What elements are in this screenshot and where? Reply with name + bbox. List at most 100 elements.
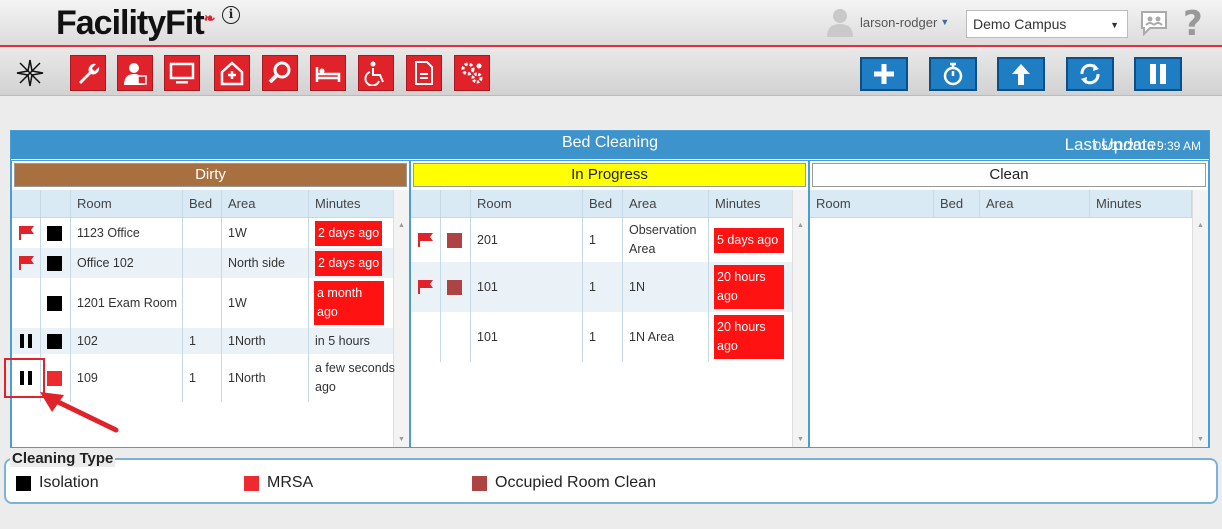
help-icon[interactable]: ? [1183, 4, 1203, 44]
header-minutes[interactable]: Minutes [309, 190, 395, 218]
cell-bed: 1 [183, 354, 222, 402]
campus-select[interactable]: Demo Campus ▼ [966, 10, 1128, 38]
table-row[interactable]: 101 1 1N Area 20 hours ago [411, 312, 792, 362]
flag-icon [19, 226, 34, 240]
panel-title-bar: Bed Cleaning Last Update: 05/11/2016 9:3… [11, 131, 1209, 159]
pause-button[interactable] [1134, 57, 1182, 91]
isolation-swatch [47, 225, 62, 241]
search-button[interactable] [262, 55, 298, 91]
cell-area: 1N Area [623, 312, 709, 362]
header-icon-col [12, 190, 41, 218]
settings-button[interactable] [454, 55, 490, 91]
table-row[interactable]: 1201 Exam Room 1W a month ago [12, 278, 393, 328]
scroll-down-icon[interactable]: ▼ [797, 436, 804, 443]
table-row[interactable]: 101 1 1N 20 hours ago [411, 262, 792, 312]
upload-button[interactable] [997, 57, 1045, 91]
cell-area: 1North [222, 328, 309, 354]
table-row[interactable]: 102 1 1North in 5 hours [12, 328, 393, 354]
header-area[interactable]: Area [623, 190, 709, 218]
cell-type [41, 278, 71, 328]
scroll-up-icon[interactable]: ▲ [797, 222, 804, 229]
minutes-badge: 20 hours ago [714, 315, 784, 359]
toolbar [0, 49, 1222, 96]
scroll-down-icon[interactable]: ▼ [1197, 436, 1204, 443]
header-bed[interactable]: Bed [183, 190, 222, 218]
clean-column-header: Clean [812, 163, 1206, 187]
wrench-button[interactable] [70, 55, 106, 91]
header-room[interactable]: Room [471, 190, 583, 218]
header-minutes[interactable]: Minutes [709, 190, 794, 218]
cell-room: 102 [71, 328, 183, 354]
scroll-down-icon[interactable]: ▼ [398, 436, 405, 443]
cell-area: 1W [222, 218, 309, 248]
facility-button[interactable] [214, 55, 250, 91]
isolation-swatch [47, 333, 62, 349]
staff-button[interactable] [117, 55, 153, 91]
header-area[interactable]: Area [222, 190, 309, 218]
occupied-swatch [447, 232, 462, 248]
header-room[interactable]: Room [71, 190, 183, 218]
document-icon [415, 61, 433, 85]
scroll-up-icon[interactable]: ▲ [1197, 222, 1204, 229]
table-row[interactable]: 109 1 1North a few seconds ago [12, 354, 395, 402]
panel-title: Bed Cleaning [561, 134, 659, 151]
minutes-badge: 2 days ago [315, 250, 383, 276]
add-button[interactable] [860, 57, 908, 91]
table-row[interactable]: 201 1 Observation Area 5 days ago [411, 218, 792, 262]
legend-item-mrsa: MRSA [244, 474, 313, 492]
minutes-badge: a month ago [314, 281, 384, 325]
pause-icon [1150, 64, 1166, 84]
table-row[interactable]: Office 102 North side 2 days ago [12, 248, 393, 278]
in-progress-scrollbar[interactable]: ▲ ▼ [792, 190, 808, 447]
pause-icon[interactable] [20, 371, 32, 385]
dirty-scrollbar[interactable]: ▲ ▼ [393, 190, 409, 447]
stopwatch-icon [943, 62, 963, 86]
user-caret-icon: ▼ [940, 17, 950, 27]
header-type-col [41, 190, 71, 218]
info-icon[interactable]: i [222, 6, 240, 24]
occupied-swatch [472, 475, 487, 491]
cell-minutes: 2 days ago [309, 248, 395, 278]
cell-minutes: 20 hours ago [709, 262, 794, 312]
cell-type [441, 262, 471, 312]
cell-room: 1201 Exam Room [71, 278, 183, 328]
chat-icon[interactable] [1140, 10, 1168, 36]
person-icon [124, 63, 147, 85]
monitor-button[interactable] [164, 55, 200, 91]
cell-minutes: a month ago [309, 278, 395, 328]
facilityfit-logo[interactable]: FacilityFit❧ [56, 4, 215, 42]
top-bar: FacilityFit❧ i larson-rodger ▼ Demo Camp… [0, 0, 1222, 47]
cell-room: 101 [471, 262, 583, 312]
clean-scrollbar[interactable]: ▲ ▼ [1192, 190, 1208, 447]
header-area[interactable]: Area [980, 190, 1090, 218]
pause-icon [20, 334, 32, 348]
wheelchair-button[interactable] [358, 55, 394, 91]
user-menu[interactable]: larson-rodger ▼ [826, 7, 949, 37]
cell-type [41, 354, 71, 402]
compass-icon[interactable] [16, 59, 44, 87]
timer-button[interactable] [929, 57, 977, 91]
dirty-column: Dirty Room Bed Area Minutes ▲ ▼ 1123 Off… [11, 160, 410, 448]
cell-area: North side [222, 248, 309, 278]
wheelchair-icon [364, 61, 384, 86]
legend-item-isolation: Isolation [16, 474, 99, 492]
cell-bed [183, 248, 222, 278]
scroll-up-icon[interactable]: ▲ [398, 222, 405, 229]
cell-room: 201 [471, 218, 583, 262]
refresh-button[interactable] [1066, 57, 1114, 91]
last-update-label: Last Update: [1064, 135, 1161, 154]
house-plus-icon [220, 61, 244, 86]
in-progress-column: In Progress Room Bed Area Minutes ▲ ▼ 20… [410, 160, 809, 448]
highlight-box [4, 358, 45, 398]
header-bed[interactable]: Bed [583, 190, 623, 218]
bed-button[interactable] [310, 55, 346, 91]
table-row[interactable]: 1123 Office 1W 2 days ago [12, 218, 393, 248]
header-bed[interactable]: Bed [934, 190, 980, 218]
document-button[interactable] [406, 55, 442, 91]
header-minutes[interactable]: Minutes [1090, 190, 1192, 218]
mrsa-swatch [47, 370, 62, 386]
clean-column: Clean Room Bed Area Minutes ▲ ▼ [809, 160, 1209, 448]
header-room[interactable]: Room [810, 190, 934, 218]
clean-table-header: Room Bed Area Minutes [810, 190, 1208, 218]
cell-minutes: 20 hours ago [709, 312, 794, 362]
